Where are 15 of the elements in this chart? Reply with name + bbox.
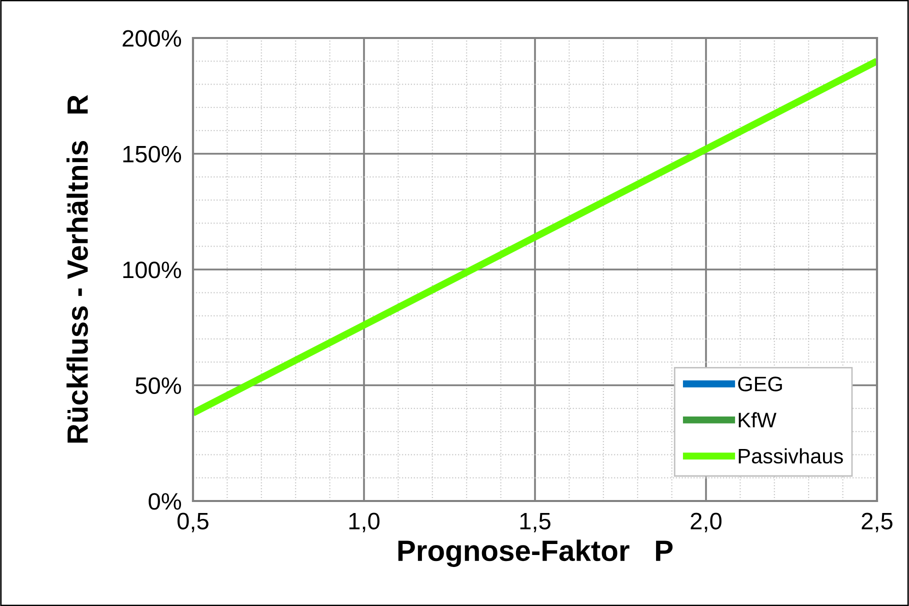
y-tick-label: 50% <box>136 377 182 394</box>
y-axis-title: Rückfluss - Verhältnis R <box>66 95 88 443</box>
x-tick-label: 2,5 <box>862 512 892 532</box>
y-tick-label: 100% <box>123 262 182 278</box>
x-tick-label: 1,0 <box>349 512 380 532</box>
x-tick-label: 2,0 <box>690 512 722 532</box>
x-tick-label: 0,5 <box>178 512 208 532</box>
x-axis-title: Prognose-Faktor P <box>398 540 673 567</box>
legend-label: GEG <box>738 376 782 392</box>
y-tick-label: 200% <box>122 30 182 47</box>
legend-label: Passivhaus <box>738 448 843 464</box>
y-tick-label: 150% <box>123 146 182 163</box>
legend-label: KfW <box>738 412 776 428</box>
y-tick-label: 0% <box>148 493 182 510</box>
x-tick-label: 1,5 <box>520 512 550 532</box>
